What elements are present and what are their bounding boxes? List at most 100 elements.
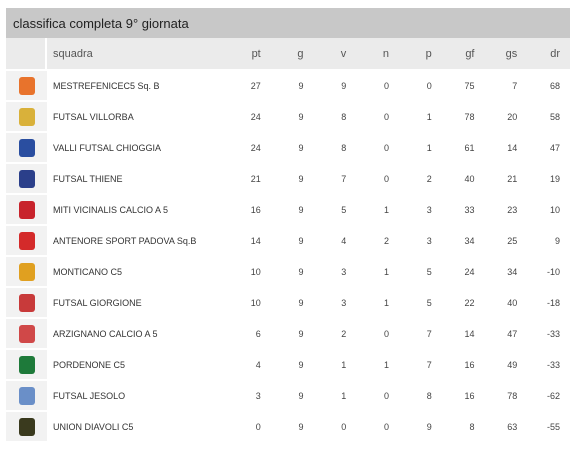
team-logo-cell <box>6 102 47 133</box>
stat-p: 5 <box>399 288 442 319</box>
monticano-logo-icon <box>18 262 35 281</box>
header-gf: gf <box>441 38 485 71</box>
stat-g: 9 <box>270 102 314 133</box>
stat-gs: 78 <box>484 381 528 412</box>
table-header-row: squadra pt g v n p gf gs dr <box>6 38 570 71</box>
stat-p: 2 <box>399 164 442 195</box>
diavoli-logo-icon <box>18 417 35 436</box>
stat-dr: -33 <box>527 319 570 350</box>
team-name[interactable]: UNION DIAVOLI C5 <box>47 412 228 443</box>
stat-pt: 24 <box>228 133 271 164</box>
team-logo-cell <box>6 350 47 381</box>
team-logo-cell <box>6 133 47 164</box>
stat-g: 9 <box>270 257 314 288</box>
stat-p: 8 <box>399 381 442 412</box>
table-row: VALLI FUTSAL CHIOGGIA 24 9 8 0 1 61 14 47 <box>6 133 570 164</box>
stat-gs: 40 <box>484 288 528 319</box>
table-row: ARZIGNANO CALCIO A 5 6 9 2 0 7 14 47 -33 <box>6 319 570 350</box>
table-row: UNION DIAVOLI C5 0 9 0 0 9 8 63 -55 <box>6 412 570 443</box>
team-logo-cell <box>6 226 47 257</box>
header-dr: dr <box>527 38 570 71</box>
miti-logo-icon <box>18 200 35 219</box>
stat-n: 0 <box>356 381 399 412</box>
stat-g: 9 <box>270 350 314 381</box>
stat-gs: 23 <box>484 195 528 226</box>
team-name[interactable]: MESTREFENICEC5 Sq. B <box>47 71 228 102</box>
stat-gs: 14 <box>484 133 528 164</box>
arzignano-logo-icon <box>18 324 35 343</box>
team-logo-cell <box>6 319 47 350</box>
stat-gs: 20 <box>484 102 528 133</box>
stat-g: 9 <box>270 164 314 195</box>
stat-g: 9 <box>270 319 314 350</box>
stat-gf: 22 <box>441 288 485 319</box>
team-name[interactable]: ANTENORE SPORT PADOVA Sq.B <box>47 226 228 257</box>
stat-n: 0 <box>356 102 399 133</box>
standings-table: squadra pt g v n p gf gs dr MESTREFENICE… <box>6 38 570 443</box>
stat-p: 5 <box>399 257 442 288</box>
stat-gf: 24 <box>441 257 485 288</box>
team-name[interactable]: FUTSAL VILLORBA <box>47 102 228 133</box>
stat-gs: 25 <box>484 226 528 257</box>
antenore-logo-icon <box>18 231 35 250</box>
team-name[interactable]: MONTICANO C5 <box>47 257 228 288</box>
stat-n: 1 <box>356 288 399 319</box>
stat-p: 1 <box>399 133 442 164</box>
thiene-logo-icon <box>18 169 35 188</box>
stat-v: 4 <box>313 226 357 257</box>
team-name[interactable]: ARZIGNANO CALCIO A 5 <box>47 319 228 350</box>
stat-dr: -10 <box>527 257 570 288</box>
stat-pt: 14 <box>228 226 271 257</box>
stat-p: 7 <box>399 350 442 381</box>
stat-g: 9 <box>270 288 314 319</box>
pordenone-logo-icon <box>18 355 35 374</box>
standings-panel: classifica completa 9° giornata squadra … <box>6 8 570 443</box>
stat-v: 9 <box>313 71 357 102</box>
table-row: PORDENONE C5 4 9 1 1 7 16 49 -33 <box>6 350 570 381</box>
stat-gs: 63 <box>484 412 528 443</box>
stat-g: 9 <box>270 133 314 164</box>
table-row: FUTSAL GIORGIONE 10 9 3 1 5 22 40 -18 <box>6 288 570 319</box>
stat-g: 9 <box>270 381 314 412</box>
team-name[interactable]: FUTSAL JESOLO <box>47 381 228 412</box>
stat-n: 0 <box>356 133 399 164</box>
stat-p: 3 <box>399 195 442 226</box>
header-v: v <box>313 38 357 71</box>
table-row: MONTICANO C5 10 9 3 1 5 24 34 -10 <box>6 257 570 288</box>
table-row: FUTSAL VILLORBA 24 9 8 0 1 78 20 58 <box>6 102 570 133</box>
giorgione-logo-icon <box>18 293 35 312</box>
header-n: n <box>356 38 399 71</box>
table-row: FUTSAL THIENE 21 9 7 0 2 40 21 19 <box>6 164 570 195</box>
team-name[interactable]: VALLI FUTSAL CHIOGGIA <box>47 133 228 164</box>
table-row: MITI VICINALIS CALCIO A 5 16 9 5 1 3 33 23 10 <box>6 195 570 226</box>
team-name[interactable]: FUTSAL THIENE <box>47 164 228 195</box>
stat-n: 1 <box>356 257 399 288</box>
stat-dr: 58 <box>527 102 570 133</box>
stat-n: 1 <box>356 350 399 381</box>
table-row: MESTREFENICEC5 Sq. B 27 9 9 0 0 75 7 68 <box>6 71 570 102</box>
stat-v: 2 <box>313 319 357 350</box>
table-row: FUTSAL JESOLO 3 9 1 0 8 16 78 -62 <box>6 381 570 412</box>
stat-gf: 61 <box>441 133 485 164</box>
stat-v: 8 <box>313 133 357 164</box>
team-name[interactable]: FUTSAL GIORGIONE <box>47 288 228 319</box>
stat-pt: 4 <box>228 350 271 381</box>
stat-gs: 21 <box>484 164 528 195</box>
header-p: p <box>399 38 442 71</box>
stat-dr: 68 <box>527 71 570 102</box>
header-g: g <box>270 38 314 71</box>
team-name[interactable]: PORDENONE C5 <box>47 350 228 381</box>
stat-gf: 78 <box>441 102 485 133</box>
stat-v: 1 <box>313 381 357 412</box>
team-logo-cell <box>6 381 47 412</box>
stat-gf: 33 <box>441 195 485 226</box>
stat-gf: 16 <box>441 350 485 381</box>
stat-pt: 10 <box>228 257 271 288</box>
stat-n: 1 <box>356 195 399 226</box>
stat-gf: 75 <box>441 71 485 102</box>
team-name[interactable]: MITI VICINALIS CALCIO A 5 <box>47 195 228 226</box>
stat-p: 3 <box>399 226 442 257</box>
table-row: ANTENORE SPORT PADOVA Sq.B 14 9 4 2 3 34 25 9 <box>6 226 570 257</box>
stat-pt: 27 <box>228 71 271 102</box>
stat-n: 0 <box>356 164 399 195</box>
